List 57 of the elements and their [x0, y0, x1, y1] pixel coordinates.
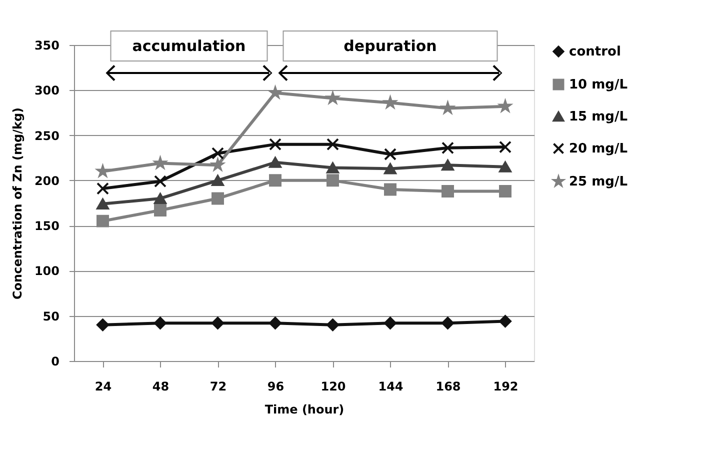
point: [154, 192, 166, 204]
point: [326, 174, 339, 187]
point: [442, 142, 454, 154]
annotation: accumulation: [132, 37, 246, 55]
point: [269, 138, 282, 151]
x-tick-label: 168: [436, 380, 461, 394]
legend-label: control: [569, 44, 621, 60]
x-tick-label: 24: [94, 380, 112, 394]
annotation: depuration: [344, 37, 437, 55]
point: [326, 318, 339, 332]
point: [212, 147, 224, 160]
point: [442, 160, 454, 171]
point: [384, 148, 396, 160]
point: [154, 175, 166, 188]
y-tick-label: 50: [42, 309, 60, 324]
point: [442, 316, 454, 330]
point: [326, 162, 339, 174]
x-tick-label: 96: [267, 380, 284, 394]
legend-label: 10 mg/L: [569, 78, 628, 92]
y-axis-title: Concentration of Zn (mg/kg): [10, 107, 24, 300]
point: [212, 174, 224, 186]
point: [212, 316, 224, 330]
point: [269, 316, 282, 330]
point: [269, 156, 282, 168]
y-tick-label: 350: [34, 38, 60, 52]
point: [499, 185, 512, 198]
point: [96, 198, 109, 210]
x-axis-title: Time (hour): [264, 402, 344, 416]
point: [96, 214, 109, 228]
y-tick-label: 300: [34, 84, 60, 98]
point: [499, 161, 512, 172]
point: [384, 163, 396, 174]
y-tick-label: 150: [34, 219, 60, 234]
point: [442, 185, 454, 198]
point: [154, 204, 166, 216]
x-tick-label: 120: [320, 380, 346, 394]
point: [384, 316, 396, 330]
point: [154, 316, 166, 330]
point: [269, 174, 282, 187]
legend-label: 20 mg/L: [569, 142, 628, 156]
point: [212, 192, 224, 205]
x-tick-label: 72: [210, 380, 227, 394]
x-tick-label: 192: [493, 380, 518, 394]
legend-label: 25 mg/L: [569, 174, 628, 190]
y-tick-label: 250: [34, 128, 60, 143]
point: [96, 182, 109, 195]
point: [96, 318, 109, 332]
y-tick-label: 200: [34, 174, 60, 188]
x-tick-label: 48: [152, 380, 170, 394]
point: [326, 138, 339, 151]
y-tick-label: 0: [51, 354, 60, 368]
point: [384, 183, 396, 196]
y-tick-label: 100: [34, 264, 60, 278]
point: [499, 315, 512, 328]
x-tick-label: 144: [378, 380, 404, 394]
legend-label: 15 mg/L: [569, 110, 628, 124]
point: [499, 140, 512, 154]
